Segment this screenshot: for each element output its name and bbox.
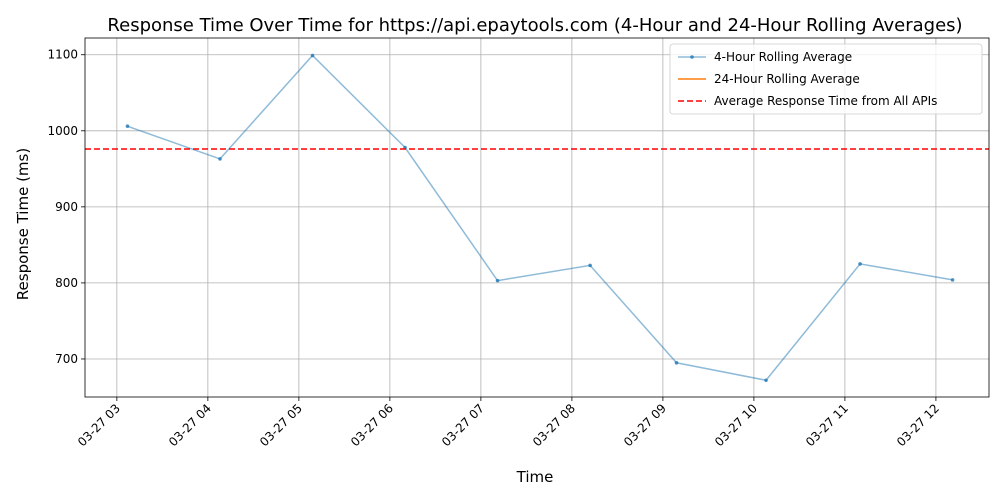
x-axis-title: Time (516, 468, 554, 486)
data-point (310, 53, 315, 58)
chart-title: Response Time Over Time for https://api.… (107, 15, 962, 36)
axes-frame (84, 37, 990, 398)
data-point (674, 360, 679, 365)
legend-box (669, 43, 983, 115)
legend: 4-Hour Rolling Average 24-Hour Rolling Av… (669, 43, 983, 115)
legend-marker (690, 55, 694, 59)
data-point (950, 278, 955, 282)
data-point (495, 278, 500, 283)
data-point (588, 263, 592, 268)
data-point (858, 262, 862, 266)
legend-label: 4-Hour Rolling Average (714, 50, 852, 64)
y-axis-title: Response Time (ms) (14, 148, 32, 300)
y-tick-label: 1100 (47, 48, 78, 62)
data-point (218, 157, 222, 161)
y-tick-label: 900 (55, 200, 78, 214)
y-tick-label: 700 (55, 352, 78, 366)
y-tick-label: 1000 (47, 124, 78, 138)
legend-label: Average Response Time from All APIs (714, 94, 937, 108)
data-point (764, 378, 768, 383)
data-point (125, 124, 130, 129)
rolling-average-line (127, 54, 953, 382)
legend-label: 24-Hour Rolling Average (714, 72, 860, 86)
y-tick-label: 800 (55, 276, 78, 290)
